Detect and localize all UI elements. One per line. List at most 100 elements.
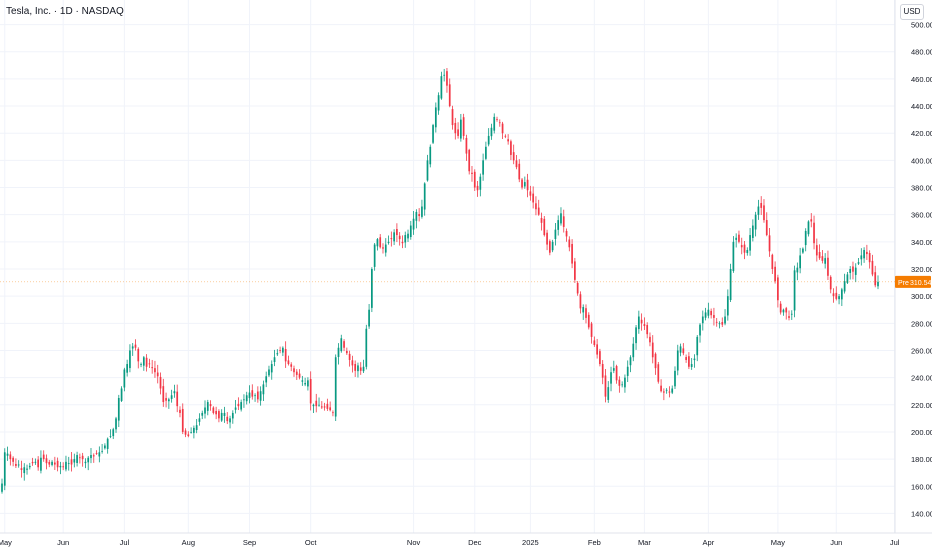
x-tick-label: May — [0, 538, 12, 547]
candle-body — [259, 391, 262, 401]
candle — [15, 458, 17, 469]
candle — [493, 113, 496, 134]
candle-body — [660, 385, 662, 392]
price-axis: 140.00 160.00 180.00 200.00 220.00 240.00 260.… — [894, 0, 932, 533]
last-price-tag: Pre 310.54 — [0, 275, 932, 288]
candle — [682, 343, 685, 356]
candle-body — [818, 252, 821, 259]
candle — [451, 105, 454, 130]
candle-body — [295, 371, 298, 375]
candle — [301, 375, 304, 386]
candle — [799, 247, 801, 274]
candle — [840, 287, 843, 307]
candle — [398, 232, 401, 246]
candle — [170, 389, 173, 403]
candle — [665, 388, 668, 394]
candle-body — [871, 260, 874, 275]
candle-body — [179, 409, 181, 413]
last-price-value: 310.54 — [910, 280, 932, 287]
candle-body — [254, 395, 256, 397]
candle-body — [576, 282, 579, 294]
candle — [215, 406, 217, 420]
candle — [726, 289, 729, 321]
candle-body — [832, 293, 835, 297]
candle-body — [724, 316, 726, 324]
candle-body — [384, 244, 387, 253]
candle-body — [345, 350, 348, 354]
candle — [596, 338, 598, 359]
candle — [193, 425, 195, 439]
candle — [206, 399, 209, 416]
candle — [101, 443, 103, 454]
candle — [532, 186, 535, 209]
last-price-box — [895, 275, 931, 288]
x-tick-label: Mar — [638, 538, 651, 547]
candle-body — [332, 412, 334, 414]
candle-body — [537, 207, 540, 215]
candle — [746, 247, 749, 256]
candle — [604, 368, 607, 403]
candle — [749, 227, 751, 256]
candle — [454, 117, 457, 140]
candle-body — [590, 323, 593, 337]
candle-body — [184, 430, 187, 435]
candle — [518, 159, 521, 183]
candle-body — [40, 457, 42, 471]
candle-body — [518, 163, 521, 180]
candle-body — [868, 253, 871, 263]
candle-body — [649, 336, 651, 343]
candle-body — [312, 404, 315, 407]
candle — [73, 453, 76, 468]
candle-body — [334, 357, 337, 417]
candle — [526, 173, 529, 198]
candle-body — [173, 391, 176, 394]
candle — [295, 369, 298, 380]
candle — [729, 263, 732, 303]
x-tick-label: Nov — [407, 538, 421, 547]
candle-body — [465, 137, 468, 154]
candle — [768, 227, 771, 257]
candle-body — [248, 392, 251, 399]
candle — [421, 199, 423, 219]
candle-body — [504, 135, 507, 137]
candle — [651, 335, 654, 364]
candle-body — [304, 383, 306, 385]
candle — [112, 427, 115, 440]
x-tick-label: Jul — [890, 538, 900, 547]
candle — [448, 78, 451, 108]
x-tick-label: Feb — [588, 538, 601, 547]
candle-body — [309, 378, 312, 404]
candle-body — [774, 266, 776, 282]
candle-body — [479, 176, 482, 190]
candle-body — [690, 364, 693, 367]
candle-body — [704, 312, 707, 318]
y-tick-label: 300.00 — [911, 292, 932, 301]
candle-body — [398, 235, 401, 240]
candle-body — [51, 461, 53, 465]
candle-body — [290, 364, 293, 367]
candle-body — [443, 74, 446, 76]
candle — [685, 354, 687, 363]
candle — [248, 385, 251, 404]
candle — [359, 362, 362, 375]
y-tick-label: 200.00 — [911, 428, 932, 437]
candle — [1, 478, 3, 494]
candle — [660, 379, 662, 393]
y-tick-label: 420.00 — [911, 129, 932, 138]
candle-body — [746, 249, 749, 254]
candle — [585, 304, 587, 324]
symbol-title[interactable]: Tesla, Inc. · 1D · NASDAQ — [6, 6, 124, 17]
candle — [624, 374, 626, 393]
candle-body — [757, 206, 760, 215]
candle-body — [651, 342, 654, 358]
candle — [432, 123, 434, 144]
candle — [198, 413, 201, 426]
candle — [273, 349, 276, 367]
candle — [340, 334, 343, 353]
candle-body — [84, 461, 87, 464]
candle — [829, 275, 832, 294]
currency-button[interactable]: USD — [900, 4, 924, 20]
candle — [362, 359, 365, 373]
